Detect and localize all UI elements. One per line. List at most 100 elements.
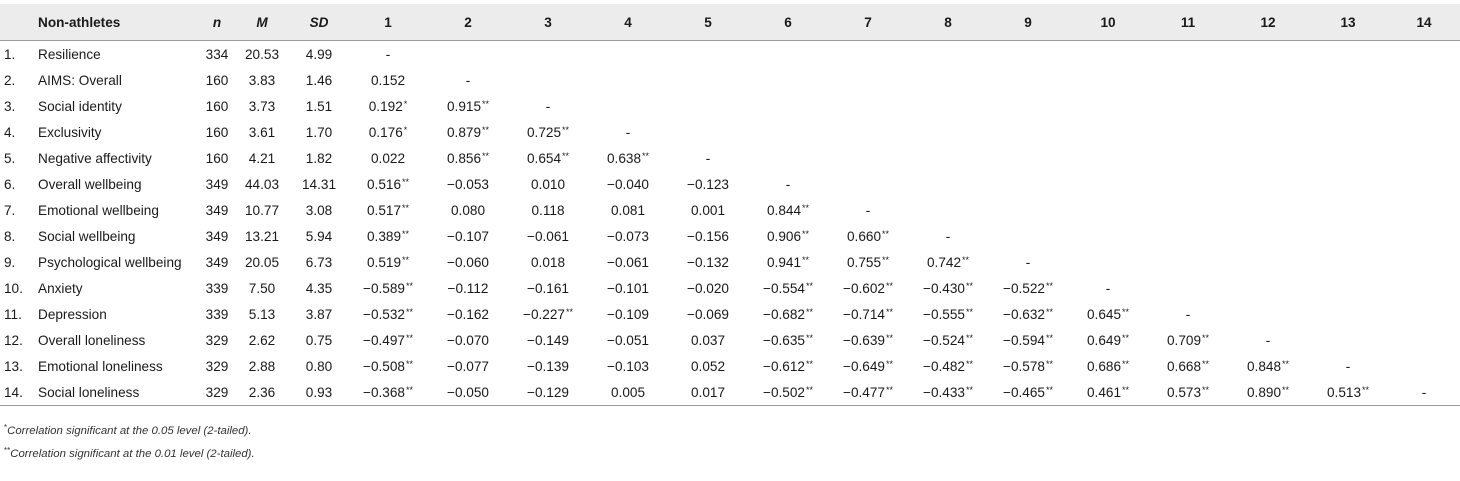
correlation-cell [1388, 67, 1460, 93]
correlation-cell [1228, 67, 1308, 93]
footnote: *Correlation significant at the 0.05 lev… [4, 418, 255, 441]
correlation-cell [748, 145, 828, 171]
mean-value: 2.62 [248, 332, 276, 348]
sample-size: 339 [205, 280, 229, 296]
header-col: 7 [828, 4, 909, 41]
row-index: 11. [4, 306, 22, 322]
correlation-cell: −0.227** [523, 306, 573, 322]
correlation-cell: 0.516** [366, 176, 410, 192]
correlation-cell [828, 119, 908, 145]
correlation-cell [1388, 171, 1460, 197]
correlation-cell: - [385, 46, 391, 62]
correlation-cell: 0.017 [668, 379, 749, 406]
correlation-cell: - [865, 202, 871, 218]
correlation-cell: 0.517** [366, 202, 410, 218]
correlation-cell: 0.080 [451, 202, 486, 218]
correlation-cell: 0.649** [1086, 332, 1130, 348]
significance-mark: ** [802, 228, 810, 239]
significance-mark: ** [1122, 306, 1130, 317]
sample-size: 349 [205, 254, 229, 270]
correlation-cell: 0.081 [611, 202, 646, 218]
significance-mark: ** [885, 306, 893, 317]
correlation-cell [1068, 119, 1148, 145]
correlation-cell: −0.497** [363, 332, 413, 348]
significance-mark: ** [402, 254, 410, 265]
correlation-cell [1388, 223, 1460, 249]
correlation-cell: −0.502** [748, 379, 829, 406]
significance-mark: ** [402, 202, 410, 213]
significance-mark: ** [1045, 280, 1053, 291]
correlation-cell [1228, 119, 1308, 145]
header-col: 6 [748, 4, 829, 41]
table-row: 4. Exclusivity 160 3.61 1.70 0.176* 0.879** 0.7… [0, 119, 1460, 145]
row-index: 14. [0, 379, 38, 406]
table-row: 9. Psychological wellbeing 349 20.05 6.73 0.5… [0, 249, 1460, 275]
correlation-cell: −0.632** [1003, 306, 1053, 322]
correlation-cell: −0.156 [687, 228, 729, 244]
correlation-cell: −0.589** [363, 280, 413, 296]
significance-mark: ** [805, 332, 813, 343]
correlation-cell [988, 93, 1068, 119]
correlation-cell [1228, 145, 1308, 171]
correlation-cell: −0.061 [527, 228, 569, 244]
correlation-cell [908, 41, 988, 68]
significance-mark: ** [482, 98, 490, 109]
correlation-cell: −0.578** [1003, 358, 1053, 374]
correlation-cell: 0.176* [368, 124, 408, 140]
correlation-cell: 0.513** [1308, 379, 1389, 406]
significance-mark: ** [402, 228, 410, 239]
correlation-cell: 0.844** [766, 202, 810, 218]
correlation-table: Non-athletes n M SD 1 2 3 4 5 6 7 8 9 10… [0, 4, 1460, 406]
correlation-cell: −0.073 [607, 228, 649, 244]
correlation-cell: −0.594** [1003, 332, 1053, 348]
correlation-cell: −0.050 [428, 379, 509, 406]
significance-mark: ** [805, 280, 813, 291]
correlation-cell: 0.001 [691, 202, 726, 218]
table-row: 8. Social wellbeing 349 13.21 5.94 0.389** −0.… [0, 223, 1460, 249]
table-row: 13. Emotional loneliness 329 2.88 0.80 −0.508… [0, 353, 1460, 379]
correlation-cell: - [545, 98, 551, 114]
sd-value: 5.94 [305, 228, 333, 244]
significance-mark: ** [965, 384, 973, 395]
correlation-cell: −0.139 [527, 358, 569, 374]
correlation-cell: −0.532** [363, 306, 413, 322]
row-index: 1. [4, 46, 16, 62]
correlation-cell [1308, 197, 1388, 223]
correlation-cell [1388, 327, 1460, 353]
correlation-cell [908, 67, 988, 93]
correlation-cell [828, 93, 908, 119]
correlation-cell [1228, 171, 1308, 197]
significance-mark: ** [405, 384, 413, 395]
correlation-cell: −0.635** [763, 332, 813, 348]
correlation-cell: −0.061 [607, 254, 649, 270]
correlation-cell [1148, 119, 1228, 145]
correlation-cell [828, 67, 908, 93]
correlation-cell [1308, 301, 1388, 327]
correlation-cell [988, 145, 1068, 171]
correlation-cell [748, 93, 828, 119]
correlation-cell: 0.742** [926, 254, 970, 270]
correlation-cell: 0.856** [446, 150, 490, 166]
correlation-cell: −0.554** [763, 280, 813, 296]
correlation-cell [1388, 41, 1460, 68]
correlation-cell [988, 197, 1068, 223]
sd-value: 1.46 [305, 72, 333, 88]
correlation-cell: 0.915** [446, 98, 490, 114]
correlation-cell [1228, 275, 1308, 301]
variable-name: Negative affectivity [38, 150, 152, 166]
sample-size: 349 [205, 176, 229, 192]
table-row: 12. Overall loneliness 329 2.62 0.75 −0.497**… [0, 327, 1460, 353]
correlation-cell: 0.018 [531, 254, 566, 270]
significance-mark: ** [562, 150, 570, 161]
table-row: 3. Social identity 160 3.73 1.51 0.192* 0.915*… [0, 93, 1460, 119]
significance-mark: ** [885, 384, 893, 395]
correlation-cell: 0.645** [1086, 306, 1130, 322]
mean-value: 3.73 [248, 98, 276, 114]
correlation-cell [1308, 41, 1388, 68]
correlation-cell [588, 93, 668, 119]
correlation-cell: −0.053 [447, 176, 489, 192]
correlation-cell: −0.051 [607, 332, 649, 348]
significance-mark: ** [885, 332, 893, 343]
sd-value: 3.87 [305, 306, 333, 322]
sd-value: 4.35 [305, 280, 333, 296]
